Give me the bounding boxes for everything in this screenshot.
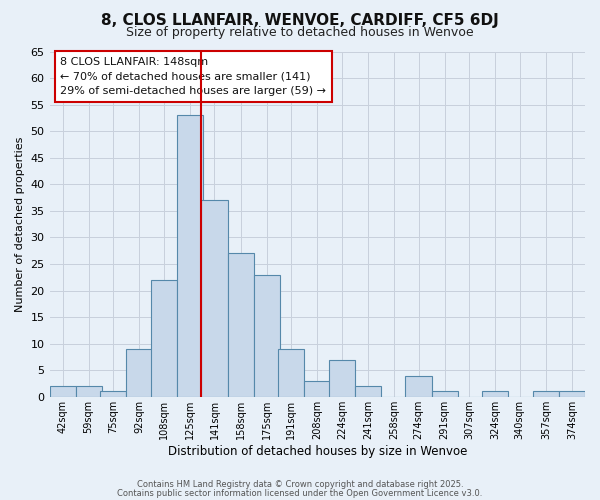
X-axis label: Distribution of detached houses by size in Wenvoe: Distribution of detached houses by size …: [167, 444, 467, 458]
Bar: [50, 386, 76, 397]
Bar: [406, 376, 431, 397]
Bar: [559, 392, 585, 397]
Bar: [202, 200, 227, 397]
Y-axis label: Number of detached properties: Number of detached properties: [15, 136, 25, 312]
Bar: [482, 392, 508, 397]
Bar: [177, 115, 203, 397]
Bar: [76, 386, 102, 397]
Bar: [533, 392, 559, 397]
Text: 8 CLOS LLANFAIR: 148sqm
← 70% of detached houses are smaller (141)
29% of semi-d: 8 CLOS LLANFAIR: 148sqm ← 70% of detache…: [60, 56, 326, 96]
Bar: [431, 392, 458, 397]
Bar: [254, 274, 280, 397]
Text: 8, CLOS LLANFAIR, WENVOE, CARDIFF, CF5 6DJ: 8, CLOS LLANFAIR, WENVOE, CARDIFF, CF5 6…: [101, 12, 499, 28]
Bar: [278, 349, 304, 397]
Bar: [227, 254, 254, 397]
Bar: [126, 349, 152, 397]
Bar: [151, 280, 177, 397]
Text: Contains public sector information licensed under the Open Government Licence v3: Contains public sector information licen…: [118, 488, 482, 498]
Text: Size of property relative to detached houses in Wenvoe: Size of property relative to detached ho…: [126, 26, 474, 39]
Bar: [100, 392, 126, 397]
Bar: [329, 360, 355, 397]
Text: Contains HM Land Registry data © Crown copyright and database right 2025.: Contains HM Land Registry data © Crown c…: [137, 480, 463, 489]
Bar: [304, 381, 331, 397]
Bar: [355, 386, 381, 397]
